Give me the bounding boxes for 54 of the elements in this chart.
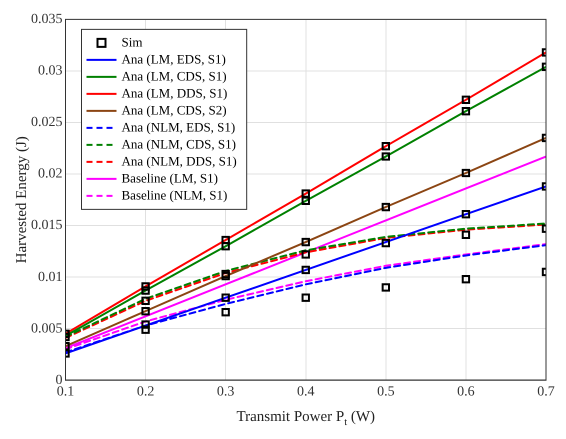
legend-label: Sim (122, 34, 142, 50)
point (462, 106, 470, 116)
y-tick-label: 0.03 (38, 64, 62, 79)
legend-label: Ana (NLM, EDS, S1) (122, 119, 236, 134)
point (221, 272, 230, 280)
point (221, 236, 230, 244)
point (462, 168, 470, 178)
legend-label: Ana (LM, CDS, S2) (122, 102, 227, 118)
point (382, 283, 390, 292)
y-tick-label: 0.005 (31, 321, 62, 336)
point (382, 142, 390, 150)
x-tick-label: 0.1 (56, 384, 74, 400)
point (302, 294, 310, 302)
point (462, 274, 470, 284)
point (221, 294, 230, 302)
legend-label: Ana (LM, CDS, S1) (122, 68, 227, 84)
legend-label: Ana (LM, EDS, S1) (122, 51, 226, 66)
y-tick-label: 0.02 (38, 166, 62, 182)
point (302, 189, 310, 198)
point (302, 250, 310, 259)
point (141, 306, 150, 316)
point (141, 326, 150, 334)
point (141, 282, 150, 291)
point (382, 152, 390, 161)
point (221, 242, 230, 250)
point (382, 238, 390, 248)
y-tick-label: 0.015 (31, 218, 62, 234)
y-axis-title: Harvested Energy (J) (14, 136, 30, 264)
legend-label: Ana (LM, DDS, S1) (122, 85, 228, 100)
point (221, 270, 230, 278)
point (141, 286, 150, 295)
y-tick-label: 0.025 (31, 115, 62, 130)
x-tick-label: 0.7 (537, 384, 555, 400)
point (302, 266, 310, 274)
point (221, 308, 230, 316)
x-tick-label: 0.2 (136, 384, 154, 400)
point (141, 296, 150, 306)
legend-label: Ana (NLM, DDS, S1) (122, 153, 237, 168)
point (462, 230, 470, 240)
legend-label: Ana (NLM, CDS, S1) (122, 136, 236, 152)
x-tick-label: 0.3 (216, 384, 234, 400)
y-tick-label: 0.035 (31, 12, 62, 28)
legend-label: Baseline (NLM, S1) (122, 187, 228, 202)
x-tick-label: 0.5 (377, 384, 395, 400)
point (382, 202, 390, 212)
y-tick-label: 0.01 (38, 270, 62, 285)
point (302, 196, 310, 206)
point (141, 320, 150, 329)
legend-label: Baseline (LM, S1) (122, 170, 218, 186)
x-tick-label: 0.4 (297, 384, 314, 400)
point (302, 238, 310, 246)
point (462, 96, 470, 104)
x-tick-label: 0.6 (457, 384, 475, 400)
point (462, 210, 470, 218)
